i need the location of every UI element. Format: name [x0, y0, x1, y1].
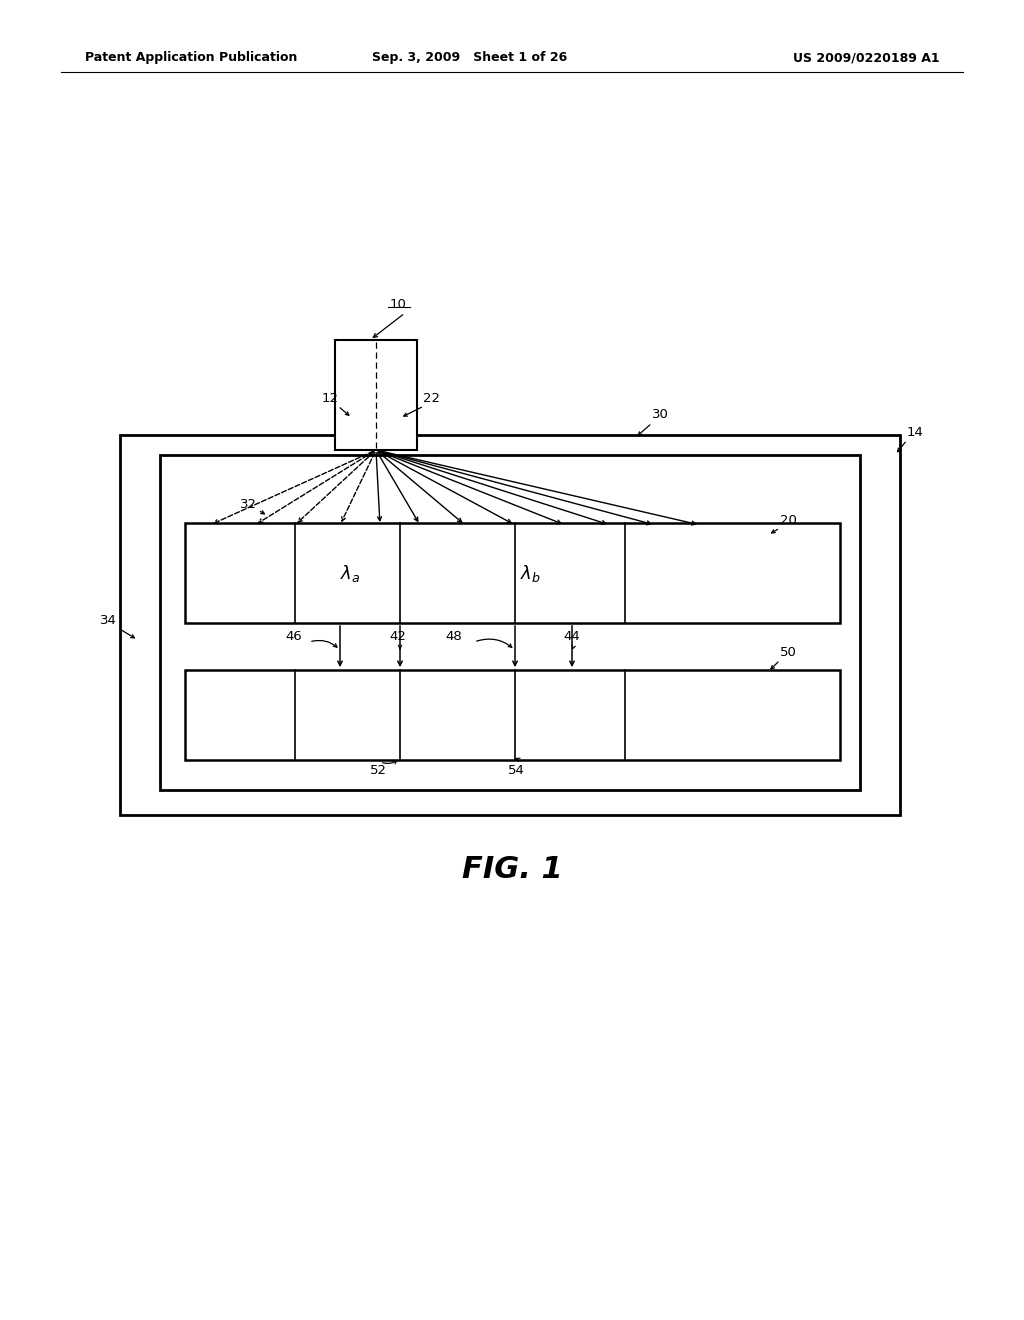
Bar	[160, 455, 860, 789]
Text: 50: 50	[779, 645, 797, 659]
Text: 54: 54	[508, 763, 524, 776]
Text: 14: 14	[906, 425, 924, 438]
Text: 30: 30	[651, 408, 669, 421]
Text: FIG. 1: FIG. 1	[462, 855, 562, 884]
Text: $\lambda_a$: $\lambda_a$	[340, 562, 360, 583]
Text: 42: 42	[389, 631, 407, 644]
Bar	[185, 671, 840, 760]
Text: 48: 48	[445, 631, 463, 644]
Text: 10: 10	[390, 298, 407, 312]
Text: 34: 34	[99, 614, 117, 627]
Text: Patent Application Publication: Patent Application Publication	[85, 51, 297, 65]
Text: 52: 52	[370, 763, 386, 776]
Text: 20: 20	[779, 513, 797, 527]
Bar	[120, 436, 900, 814]
Text: $\lambda_b$: $\lambda_b$	[519, 562, 541, 583]
Bar	[335, 341, 417, 450]
Text: 22: 22	[424, 392, 440, 404]
Bar	[185, 523, 840, 623]
Text: 32: 32	[240, 499, 256, 511]
Text: Sep. 3, 2009   Sheet 1 of 26: Sep. 3, 2009 Sheet 1 of 26	[373, 51, 567, 65]
Text: 46: 46	[286, 631, 302, 644]
Text: 44: 44	[563, 631, 581, 644]
Text: 12: 12	[322, 392, 339, 404]
Text: US 2009/0220189 A1: US 2009/0220189 A1	[794, 51, 940, 65]
